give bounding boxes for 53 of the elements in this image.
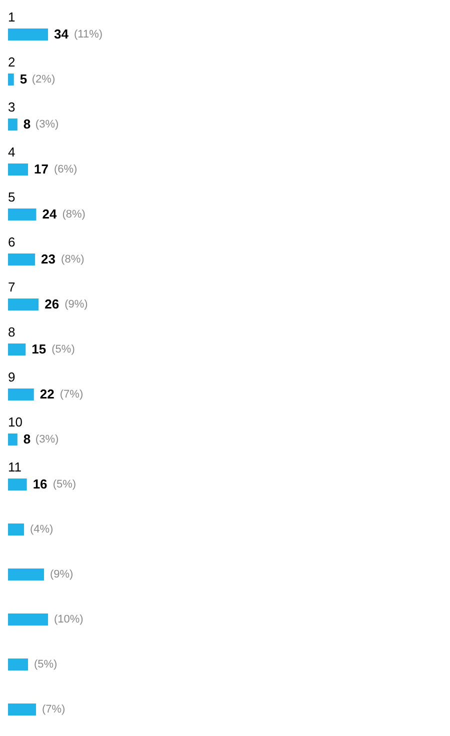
annotation: (5%) <box>52 344 75 356</box>
data-label: (9%) <box>50 568 74 580</box>
bar <box>8 434 18 446</box>
data-label: (4%) <box>30 524 54 536</box>
bar <box>8 388 34 400</box>
data-label: 23 <box>41 252 56 266</box>
data-label: 17 <box>34 162 48 176</box>
bar <box>8 568 44 580</box>
y-tick-label: 3 <box>8 100 16 114</box>
annotation: (9%) <box>64 298 88 310</box>
y-tick-label: 4 <box>8 144 16 160</box>
y-tick-label: 6 <box>8 234 16 250</box>
bar <box>8 298 39 310</box>
bar <box>8 344 26 356</box>
annotation: (8%) <box>62 208 86 220</box>
annotation: (5%) <box>52 478 76 490</box>
annotation: (11%) <box>74 28 103 40</box>
bar <box>8 614 48 626</box>
bar <box>8 118 18 130</box>
bar <box>8 74 14 86</box>
y-tick-label: 5 <box>8 190 16 204</box>
bar <box>8 164 28 176</box>
bar <box>8 478 27 490</box>
data-label: 8 <box>23 432 31 446</box>
data-label: 15 <box>32 342 46 356</box>
y-tick-label: 8 <box>8 324 16 340</box>
y-tick-label: 1 <box>8 10 16 24</box>
y-tick-label: 10 <box>8 414 22 430</box>
bar <box>8 28 48 40</box>
y-tick-label: 9 <box>8 370 16 384</box>
data-label: (5%) <box>34 658 58 670</box>
annotation: (2%) <box>32 74 56 86</box>
data-label: (7%) <box>42 704 66 716</box>
data-label: 24 <box>42 206 58 222</box>
bar <box>8 704 36 716</box>
data-label: 34 <box>54 26 70 42</box>
annotation: (7%) <box>60 388 84 400</box>
bar <box>8 524 24 536</box>
data-label: 26 <box>44 296 60 312</box>
y-tick-label: 2 <box>8 54 16 70</box>
data-label: 16 <box>32 476 48 492</box>
data-label: 8 <box>23 116 31 132</box>
data-label: (10%) <box>54 614 84 626</box>
data-label: 22 <box>40 386 54 402</box>
annotation: (3%) <box>35 434 59 446</box>
annotation: (6%) <box>54 164 78 176</box>
bar <box>8 208 36 220</box>
bar <box>8 254 36 266</box>
bar <box>8 658 28 670</box>
y-tick-label: 11 <box>8 460 22 474</box>
annotation: (8%) <box>61 254 84 266</box>
y-tick-label: 7 <box>8 280 16 294</box>
annotation: (3%) <box>35 118 59 130</box>
